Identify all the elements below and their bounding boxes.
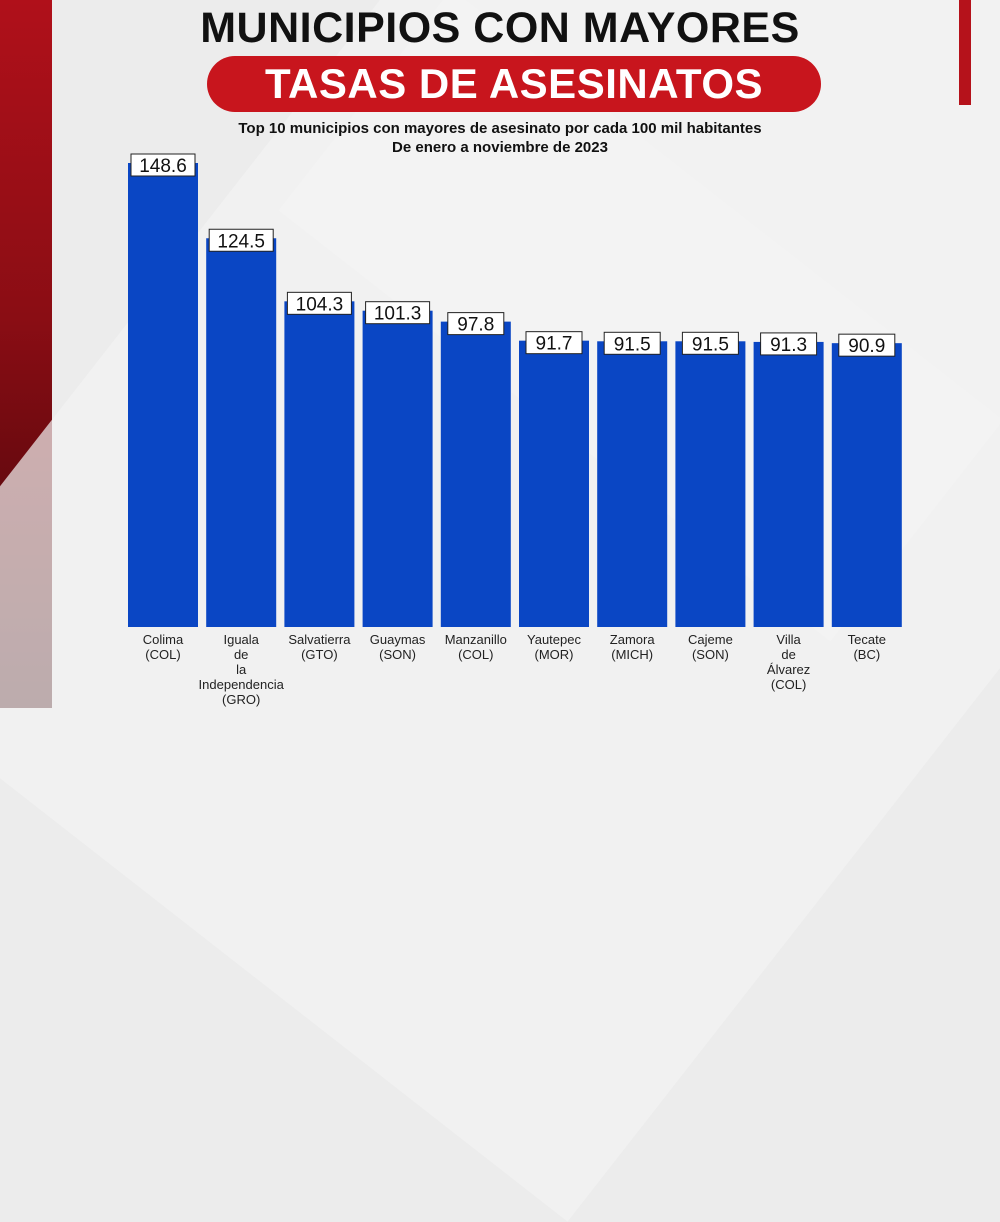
category-label: (COL) (145, 647, 180, 662)
data-label-box (365, 301, 431, 325)
category-label: la (236, 662, 247, 677)
category-label: Yautepec (527, 632, 581, 647)
data-label-box (447, 312, 505, 336)
category-label: Cajeme (688, 632, 733, 647)
accent-bar (959, 0, 971, 105)
bar (753, 341, 824, 627)
data-label: 148.6 (139, 156, 187, 177)
category-label: (SON) (692, 647, 729, 662)
data-label-box (286, 291, 352, 315)
category-label: Iguala (223, 632, 259, 647)
category-label: (GTO) (301, 647, 338, 662)
category-label: Villa (776, 632, 801, 647)
data-label-box (525, 331, 583, 355)
bar (831, 343, 902, 627)
data-label: 91.5 (614, 334, 651, 355)
category-label: Salvatierra (288, 632, 351, 647)
page-title: MUNICIPIOS CON MAYORES (200, 4, 800, 52)
category-label: (BC) (853, 647, 880, 662)
category-label: de (234, 647, 248, 662)
data-label: 104.3 (296, 294, 344, 315)
data-label-box (603, 331, 661, 355)
data-label-box (208, 228, 274, 252)
category-label: Colima (143, 632, 184, 647)
category-label: (COL) (771, 677, 806, 692)
bar (206, 238, 277, 627)
category-label: Guaymas (370, 632, 426, 647)
bar-chart: 148.6Colima(COL)124.5IgualadelaIndepende… (128, 153, 902, 707)
data-label: 91.7 (536, 334, 573, 355)
category-label: (MOR) (535, 647, 574, 662)
data-label-box (130, 153, 196, 177)
title-pill (207, 56, 821, 112)
data-label-box (760, 332, 818, 356)
category-label: (GRO) (222, 692, 260, 707)
data-label: 91.5 (692, 334, 729, 355)
category-label: Manzanillo (445, 632, 507, 647)
bar (362, 310, 433, 627)
category-label: Álvarez (767, 662, 810, 677)
bar (675, 341, 746, 627)
category-label: de (781, 647, 795, 662)
category-label: (COL) (458, 647, 493, 662)
category-label: Tecate (848, 632, 886, 647)
data-label: 90.9 (848, 336, 885, 357)
chart-date-range: De enero a noviembre de 2023 (392, 139, 608, 156)
page-title-highlight: TASAS DE ASESINATOS (264, 60, 764, 107)
bar (519, 340, 589, 627)
bar (440, 321, 511, 627)
category-label: (MICH) (611, 647, 653, 662)
bar (128, 163, 198, 627)
data-label: 91.3 (770, 335, 807, 356)
category-label: (SON) (379, 647, 416, 662)
data-label: 124.5 (217, 231, 265, 252)
category-label: Zamora (610, 632, 656, 647)
data-label: 101.3 (374, 304, 422, 325)
category-label: Independencia (199, 677, 285, 692)
data-label: 97.8 (457, 315, 494, 336)
chart-subtitle: Top 10 municipios con mayores de asesina… (238, 120, 762, 137)
bar (597, 341, 668, 627)
data-label-box (681, 331, 739, 355)
data-label-box (838, 333, 896, 357)
bar (284, 301, 355, 627)
